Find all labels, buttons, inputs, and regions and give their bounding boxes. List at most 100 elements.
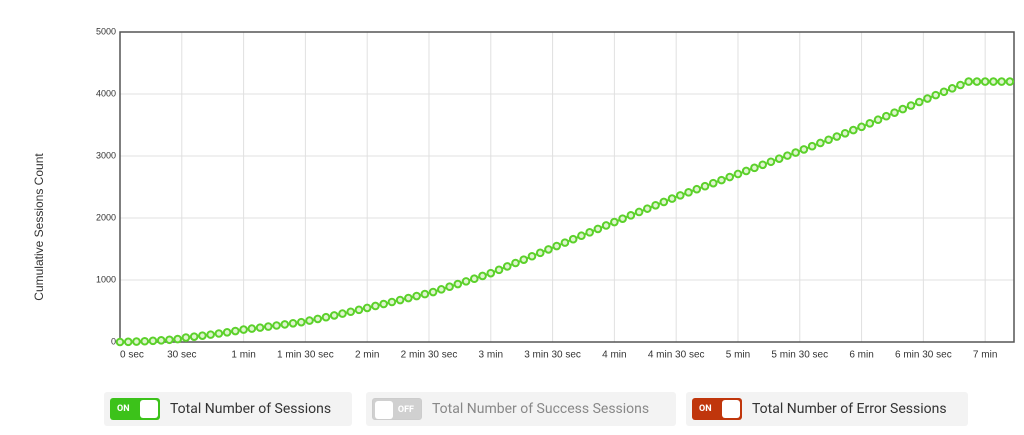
data-point <box>132 337 141 346</box>
data-point <box>675 191 685 200</box>
data-point <box>189 332 199 341</box>
x-tick-label: 7 min <box>973 350 997 361</box>
data-point <box>362 303 372 313</box>
data-point <box>140 336 150 346</box>
data-point <box>486 268 496 278</box>
data-point <box>865 119 875 128</box>
data-point <box>173 334 182 344</box>
data-point <box>206 330 215 339</box>
data-point <box>552 241 562 251</box>
x-tick-label: 5 min <box>726 350 750 361</box>
data-point <box>931 90 941 100</box>
data-point <box>560 238 570 247</box>
data-point <box>923 94 932 103</box>
data-point <box>939 87 949 97</box>
data-point <box>873 115 883 125</box>
data-point <box>544 245 553 254</box>
data-point <box>651 200 660 210</box>
data-point <box>395 295 405 305</box>
toggle-switch[interactable]: ON <box>110 398 160 420</box>
data-point <box>898 104 908 114</box>
data-point <box>840 129 850 138</box>
data-point <box>478 271 487 281</box>
data-point <box>519 255 529 264</box>
data-point <box>964 77 973 86</box>
data-point <box>849 125 858 135</box>
toggle-state: ON <box>117 404 130 414</box>
plot-border <box>119 31 1015 343</box>
legend-label: Total Number of Sessions <box>170 401 332 417</box>
data-point <box>610 217 619 227</box>
data-point <box>412 291 421 301</box>
data-point <box>643 204 652 213</box>
data-point <box>280 320 290 329</box>
data-point <box>338 309 347 318</box>
toggle-knob <box>140 400 158 418</box>
x-tick-label: 1 min <box>231 350 255 361</box>
legend-label: Total Number of Error Sessions <box>752 401 947 417</box>
data-point <box>725 172 735 182</box>
x-tick-label: 0 sec <box>120 350 144 361</box>
y-tick-label: 3000 <box>96 150 116 160</box>
data-point <box>956 80 965 90</box>
data-point <box>453 279 463 289</box>
data-point <box>239 325 248 334</box>
data-point <box>379 299 388 309</box>
data-point <box>832 132 842 141</box>
x-tick-label: 30 sec <box>167 350 196 361</box>
legend: ON Total Number of Sessions OFF Total Numbe… <box>0 392 1024 428</box>
legend-toggle[interactable]: OFF Total Number of Success Sessions <box>366 392 676 426</box>
data-point <box>247 324 257 333</box>
legend-toggle[interactable]: ON Total Number of Error Sessions <box>686 392 968 426</box>
data-point <box>766 157 776 167</box>
data-point <box>329 311 339 320</box>
toggle-switch[interactable]: OFF <box>372 398 422 420</box>
data-point <box>684 188 693 197</box>
data-point <box>585 228 594 237</box>
data-point <box>313 314 323 324</box>
data-point <box>601 221 611 230</box>
data-point <box>502 262 512 271</box>
data-point <box>115 337 125 347</box>
data-point <box>577 231 586 241</box>
data-point <box>914 97 924 107</box>
data-point <box>470 274 479 283</box>
toggle-knob <box>722 400 740 418</box>
data-point <box>371 301 380 311</box>
data-point <box>461 277 471 286</box>
x-tick-label: 6 min <box>849 350 873 361</box>
data-point <box>231 326 240 336</box>
legend-toggle[interactable]: ON Total Number of Sessions <box>104 392 352 426</box>
data-point <box>288 318 298 328</box>
data-point <box>511 258 520 268</box>
data-point <box>824 135 833 145</box>
data-point <box>816 138 825 148</box>
data-point <box>437 285 446 294</box>
data-point <box>494 265 504 275</box>
data-point <box>708 178 718 188</box>
data-point <box>568 234 578 244</box>
data-point <box>947 84 957 93</box>
toggle-state: OFF <box>397 405 414 415</box>
data-point <box>634 207 644 217</box>
data-point <box>527 251 537 261</box>
y-tick-label: 2000 <box>96 212 116 222</box>
data-point <box>321 312 331 322</box>
data-point <box>741 166 751 176</box>
data-point <box>264 322 273 331</box>
x-tick-label: 2 min 30 sec <box>401 350 458 361</box>
y-tick-label: 4000 <box>96 88 116 98</box>
data-point <box>428 287 438 297</box>
x-tick-label: 3 min <box>479 350 503 361</box>
data-point <box>387 297 397 307</box>
data-point <box>123 337 133 347</box>
data-point <box>593 224 603 234</box>
data-point <box>717 175 726 185</box>
data-point <box>404 293 413 303</box>
y-tick-label: 5000 <box>96 26 116 36</box>
toggle-switch[interactable]: ON <box>692 398 742 420</box>
data-point <box>807 141 817 151</box>
data-point <box>148 336 158 346</box>
data-point <box>972 77 982 86</box>
